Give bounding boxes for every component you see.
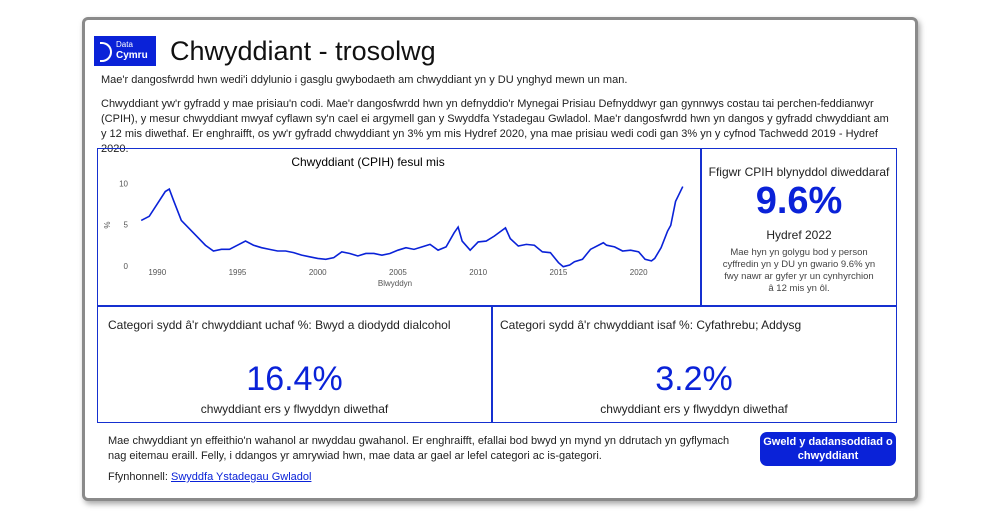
x-tick-label: 2010 [469,268,487,277]
x-tick-label: 2015 [550,268,568,277]
analysis-button[interactable]: Gweld y dadansoddiad o chwyddiant [760,432,896,466]
dashboard-card [82,17,918,501]
subtitle: Mae'r dangosfwrdd hwn wedi'i ddylunio i … [101,74,628,86]
x-tick-label: 1995 [229,268,247,277]
y-tick-label: 10 [119,179,128,188]
logo-icon [100,42,112,62]
title: Chwyddiant - trosolwg [170,36,436,66]
x-tick-label: 2000 [309,268,327,277]
lowest-caption: chwyddiant ers y flwyddyn diwethaf [600,402,788,416]
footer-text: Mae chwyddiant yn effeithio'n wahanol ar… [108,435,730,462]
panel-grid [97,148,897,423]
source: Ffynhonnell: Swyddfa Ystadegau Gwladol [108,471,311,483]
chart-title: Chwyddiant (CPIH) fesul mis [291,155,444,169]
intro: Chwyddiant yw'r gyfradd y mae prisiau'n … [101,98,889,155]
lowest-title: Categori sydd â'r chwyddiant isaf %: Cyf… [500,318,802,332]
kpi-title: Ffigwr CPIH blynyddol diweddaraf [708,165,890,179]
source-link[interactable]: Swyddfa Ystadegau Gwladol [171,471,312,483]
kpi-period: Hydref 2022 [766,228,832,242]
highest-caption: chwyddiant ers y flwyddyn diwethaf [200,402,389,416]
x-tick-label: 1990 [148,268,166,277]
logo-text: Data [116,40,133,49]
x-tick-label: 2005 [389,268,407,277]
kpi-value: 9.6% [755,180,843,222]
y-axis-label: % [103,221,112,228]
kpi-note: Mae hyn yn golygu bod y person cyffredin… [722,247,876,294]
y-tick-label: 0 [124,262,129,271]
y-tick-label: 5 [124,221,129,230]
divider [700,148,702,305]
source-label: Ffynhonnell: [108,471,168,483]
x-tick-label: 2020 [630,268,648,277]
chart: Chwyddiant (CPIH) fesul mis Blwyddyn % 0… [103,155,684,288]
logo: Data Cymru [94,36,156,66]
data-line [140,186,684,268]
divider [491,305,493,423]
highest-value: 16.4% [246,360,343,398]
logo-text: Cymru [116,50,148,61]
divider [97,305,897,307]
x-axis-label: Blwyddyn [378,279,412,288]
highest-title: Categori sydd â'r chwyddiant uchaf %: Bw… [108,318,451,332]
lowest-value: 3.2% [655,360,733,398]
